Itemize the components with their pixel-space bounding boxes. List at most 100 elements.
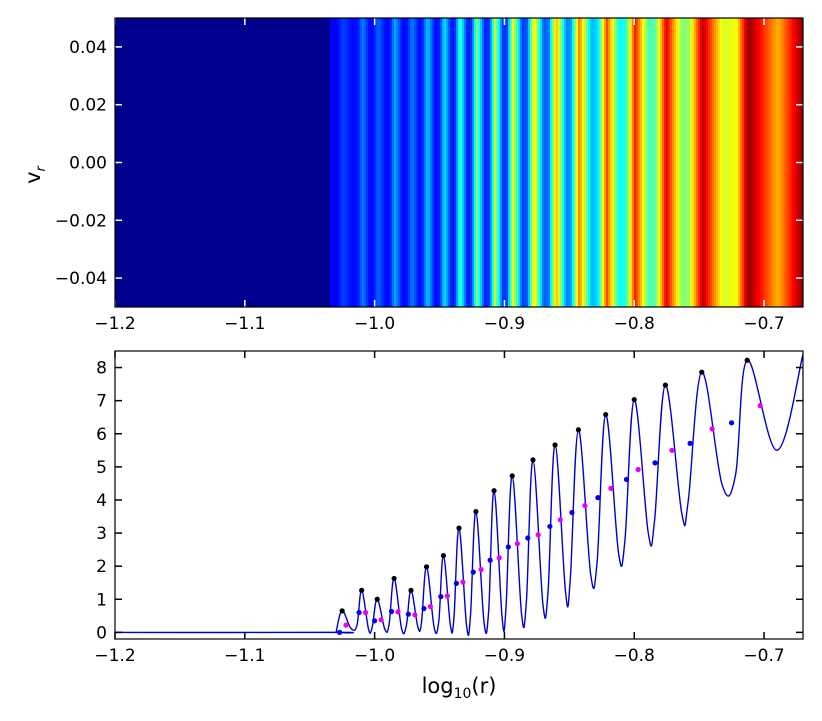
heatmap-stripe <box>648 18 651 307</box>
heatmap-stripe <box>384 18 387 307</box>
blue-markers-point <box>687 440 693 446</box>
heatmap-stripe <box>748 18 751 307</box>
heatmap-stripe <box>622 18 625 307</box>
black-markers-point <box>552 442 558 448</box>
heatmap-stripe <box>718 18 721 307</box>
heatmap-stripe <box>662 18 665 307</box>
heatmap-stripe <box>554 18 557 307</box>
heatmap-stripe <box>666 18 669 307</box>
magenta-markers-point <box>557 517 563 523</box>
heatmap-stripe <box>658 18 661 307</box>
heatmap-stripe <box>454 18 457 307</box>
blue-markers-point <box>372 618 378 624</box>
black-markers-point <box>530 457 536 463</box>
y-tick-label: 0.02 <box>69 96 107 116</box>
heatmap-stripe <box>598 18 601 307</box>
magenta-markers-point <box>427 603 434 610</box>
heatmap-stripes <box>330 18 803 307</box>
heatmap-stripe <box>656 18 659 307</box>
heatmap-stripe <box>664 18 667 307</box>
heatmap-stripe <box>782 18 785 307</box>
heatmap-stripe <box>770 18 773 307</box>
heatmap-stripe <box>752 18 755 307</box>
heatmap-stripe <box>526 18 529 307</box>
heatmap-stripe <box>336 18 339 307</box>
heatmap-stripe <box>616 18 619 307</box>
heatmap-stripe <box>584 18 587 307</box>
x-tick-label: −0.7 <box>743 646 784 666</box>
heatmap-stripe <box>576 18 579 307</box>
heatmap-stripe <box>792 18 795 307</box>
heatmap-stripe <box>602 18 605 307</box>
heatmap-y-axis-title: vr <box>21 164 49 183</box>
heatmap-stripe <box>764 18 767 307</box>
heatmap-stripe <box>566 18 569 307</box>
heatmap-stripe <box>582 18 585 307</box>
heatmap-stripe <box>438 18 441 307</box>
black-markers-point <box>631 397 637 403</box>
heatmap-stripe <box>498 18 501 307</box>
heatmap-stripe <box>482 18 485 307</box>
heatmap-stripe <box>744 18 747 307</box>
blue-markers-point <box>505 544 511 550</box>
heatmap-stripe <box>700 18 703 307</box>
heatmap-stripe <box>398 18 401 307</box>
heatmap-stripe <box>388 18 391 307</box>
heatmap-stripe <box>348 18 351 307</box>
heatmap-stripe <box>730 18 733 307</box>
heatmap-stripe <box>340 18 343 307</box>
magenta-markers-point <box>709 426 715 432</box>
heatmap-stripe <box>532 18 535 307</box>
heatmap-stripe <box>396 18 399 307</box>
heatmap-stripe <box>728 18 731 307</box>
heatmap-stripe <box>682 18 685 307</box>
heatmap-stripe <box>680 18 683 307</box>
black-markers-point <box>339 608 345 614</box>
heatmap-stripe <box>520 18 523 307</box>
heatmap-stripe <box>564 18 567 307</box>
magenta-markers-point <box>582 502 588 509</box>
heatmap-stripe <box>514 18 517 307</box>
heatmap-stripe <box>708 18 711 307</box>
blue-markers-point <box>438 594 444 600</box>
heatmap-stripe <box>696 18 699 307</box>
heatmap-stripe <box>414 18 417 307</box>
heatmap-stripe <box>644 18 647 307</box>
heatmap-stripe <box>394 18 397 307</box>
heatmap-stripe <box>614 18 617 307</box>
heatmap-stripe <box>636 18 639 307</box>
heatmap-stripe <box>534 18 537 307</box>
heatmap-stripe <box>542 18 545 307</box>
black-markers-point <box>491 488 497 494</box>
magenta-markers-point <box>669 447 675 453</box>
heatmap-stripe <box>734 18 737 307</box>
heatmap-stripe <box>570 18 573 307</box>
heatmap-stripe <box>490 18 493 307</box>
heatmap-stripe <box>362 18 365 307</box>
heatmap-stripe <box>372 18 375 307</box>
heatmap-stripe <box>484 18 487 307</box>
x-tick-label: −1.2 <box>94 314 135 334</box>
y-tick-label: 3 <box>96 524 107 544</box>
y-tick-label: 0 <box>96 623 107 643</box>
heatmap-stripe <box>332 18 335 307</box>
heatmap-stripe <box>516 18 519 307</box>
x-tick-label: −1.1 <box>224 314 265 334</box>
heatmap-stripe <box>586 18 589 307</box>
heatmap-stripe <box>630 18 633 307</box>
magenta-markers-point <box>362 609 369 616</box>
magenta-markers-point <box>608 485 614 491</box>
heatmap-stripe <box>330 18 333 307</box>
heatmap-stripe <box>448 18 451 307</box>
heatmap-stripe <box>338 18 341 307</box>
heatmap-stripe <box>462 18 465 307</box>
heatmap-stripe <box>334 18 337 307</box>
heatmap-stripe <box>502 18 505 307</box>
heatmap-stripe <box>612 18 615 307</box>
heatmap-stripe <box>528 18 531 307</box>
heatmap-stripe <box>704 18 707 307</box>
heatmap-stripe <box>578 18 581 307</box>
heatmap-stripe <box>392 18 395 307</box>
heatmap-stripe <box>524 18 527 307</box>
